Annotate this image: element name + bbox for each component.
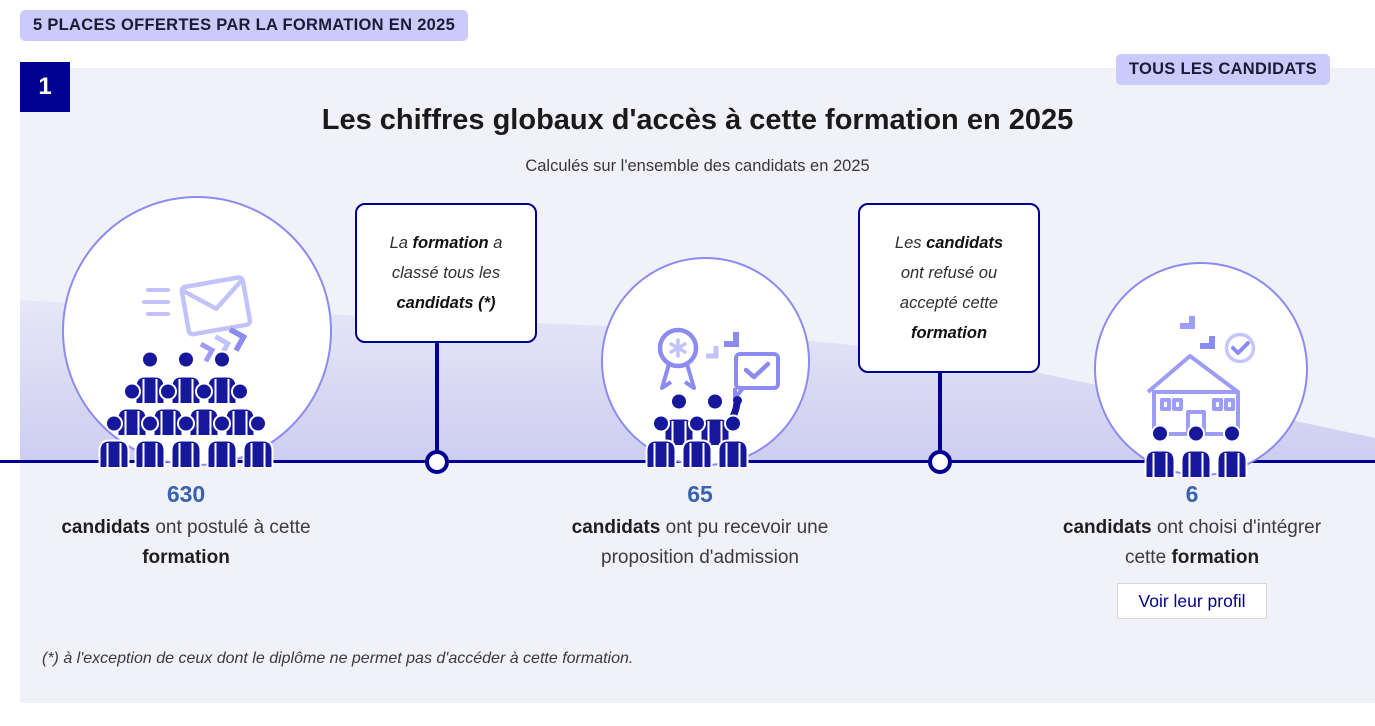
step3-caption: candidats ont choisi d'intégrer cette for… [1062,517,1322,569]
places-offered-badge: 5 PLACES OFFERTES PAR LA FORMATION EN 20… [20,10,469,41]
step2-caption: candidats ont pu recevoir une proposition… [571,517,829,569]
callout-candidates-answered: Les candidats ont refusé ou accepté cette f… [858,203,1040,373]
view-profile-button[interactable]: Voir leur profil [1117,583,1267,619]
award-proposal-icon [657,327,780,400]
step1-caption: candidats ont postulé à cette formation [61,517,311,569]
house-check-icon [1146,316,1256,436]
timeline-node-1 [425,450,449,474]
crowd-5-people-raised-hand-icon [645,392,749,468]
step3-value: 6 [1185,481,1199,507]
crowd-12-people-icon [98,350,274,468]
crowd-3-people-icon [1144,424,1248,478]
callout-formation-ranked: La formation a classé tous les candidats (… [355,203,537,343]
all-candidates-badge: TOUS LES CANDIDATS [1115,54,1330,85]
callout1-connector-line [435,318,439,452]
envelope-send-icon [142,275,253,362]
step-number-box: 1 [20,62,70,112]
page-subtitle: Calculés sur l'ensemble des candidats en… [525,157,870,175]
footnote: (*) à l'exception de ceux dont le diplôm… [42,650,634,667]
step2-value: 65 [687,481,713,507]
step1-value: 630 [166,481,206,507]
timeline-node-2 [928,450,952,474]
page-title: Les chiffres globaux d'accès à cette for… [321,104,1074,136]
callout2-connector-line [938,348,942,452]
